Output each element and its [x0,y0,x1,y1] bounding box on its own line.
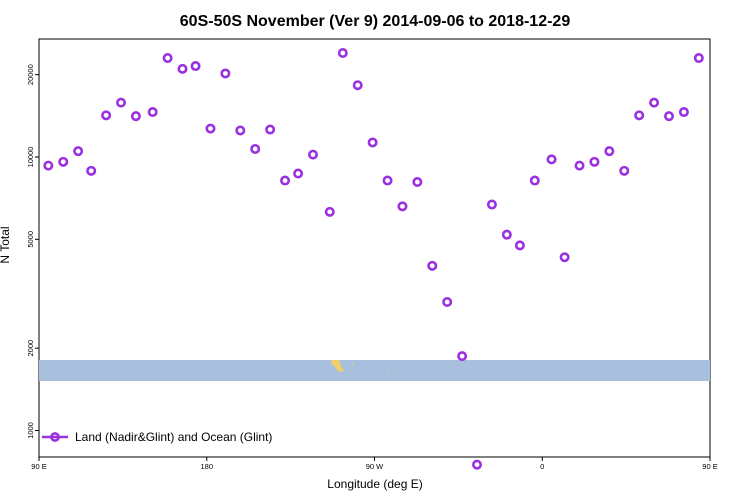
y-tick-label: 20000 [26,64,35,85]
island-dot-1 [352,362,354,364]
data-point [589,156,600,167]
data-point [307,149,318,160]
data-point [514,240,525,251]
y-tick-label: 10000 [26,147,35,168]
data-point [397,201,408,212]
legend: Land (Nadir&Glint) and Ocean (Glint) [42,430,272,444]
data-point [130,111,141,122]
data-point [162,53,173,64]
data-point [265,124,276,135]
data-point [546,154,557,165]
data-point [337,47,348,58]
data-point [205,123,216,134]
data-point [250,143,261,154]
data-point [412,177,423,188]
y-tick-label: 1000 [26,422,35,439]
data-point [501,229,512,240]
data-point [235,125,246,136]
y-tick-label: 2000 [26,340,35,357]
legend-label: Land (Nadir&Glint) and Ocean (Glint) [75,430,272,444]
data-point [649,97,660,108]
data-point [427,260,438,271]
y-axis-title: N Total [0,226,12,263]
x-tick-label: 90 E [31,462,46,471]
x-tick-label: 90 E [702,462,717,471]
data-point [101,110,112,121]
data-point [574,160,585,171]
y-axis: 1000 2000 5000 10000 20000 [26,64,39,439]
data-point [559,252,570,263]
x-tick-label: 180 [200,462,213,471]
y-tick-label: 5000 [26,231,35,248]
data-point [486,199,497,210]
x-axis-title: Longitude (deg E) [327,477,422,491]
data-point [293,168,304,179]
data-point [73,146,84,157]
data-point [58,156,69,167]
data-point [367,137,378,148]
data-point [116,97,127,108]
data-point [604,146,615,157]
data-point [529,175,540,186]
south-america-tip [331,360,344,372]
data-point [43,160,54,171]
data-point [352,80,363,91]
data-point [177,63,188,74]
data-point [86,165,97,176]
x-tick-label: 0 [540,462,544,471]
data-points [43,47,704,470]
data-point [324,206,335,217]
data-point [442,296,453,307]
data-point [678,107,689,118]
data-point [382,175,393,186]
chart-title: 60S-50S November (Ver 9) 2014-09-06 to 2… [180,13,571,30]
x-tick-label: 90 W [366,462,384,471]
data-point [220,68,231,79]
data-point [457,351,468,362]
data-point [663,111,674,122]
map-band [39,360,710,381]
island-dot-2 [387,369,389,371]
data-point [147,107,158,118]
legend-marker [50,432,60,442]
data-point [190,61,201,72]
data-point [619,165,630,176]
data-point [634,110,645,121]
data-point [472,459,483,470]
plot-frame [38,38,711,458]
data-point [280,175,291,186]
data-point [693,53,704,64]
